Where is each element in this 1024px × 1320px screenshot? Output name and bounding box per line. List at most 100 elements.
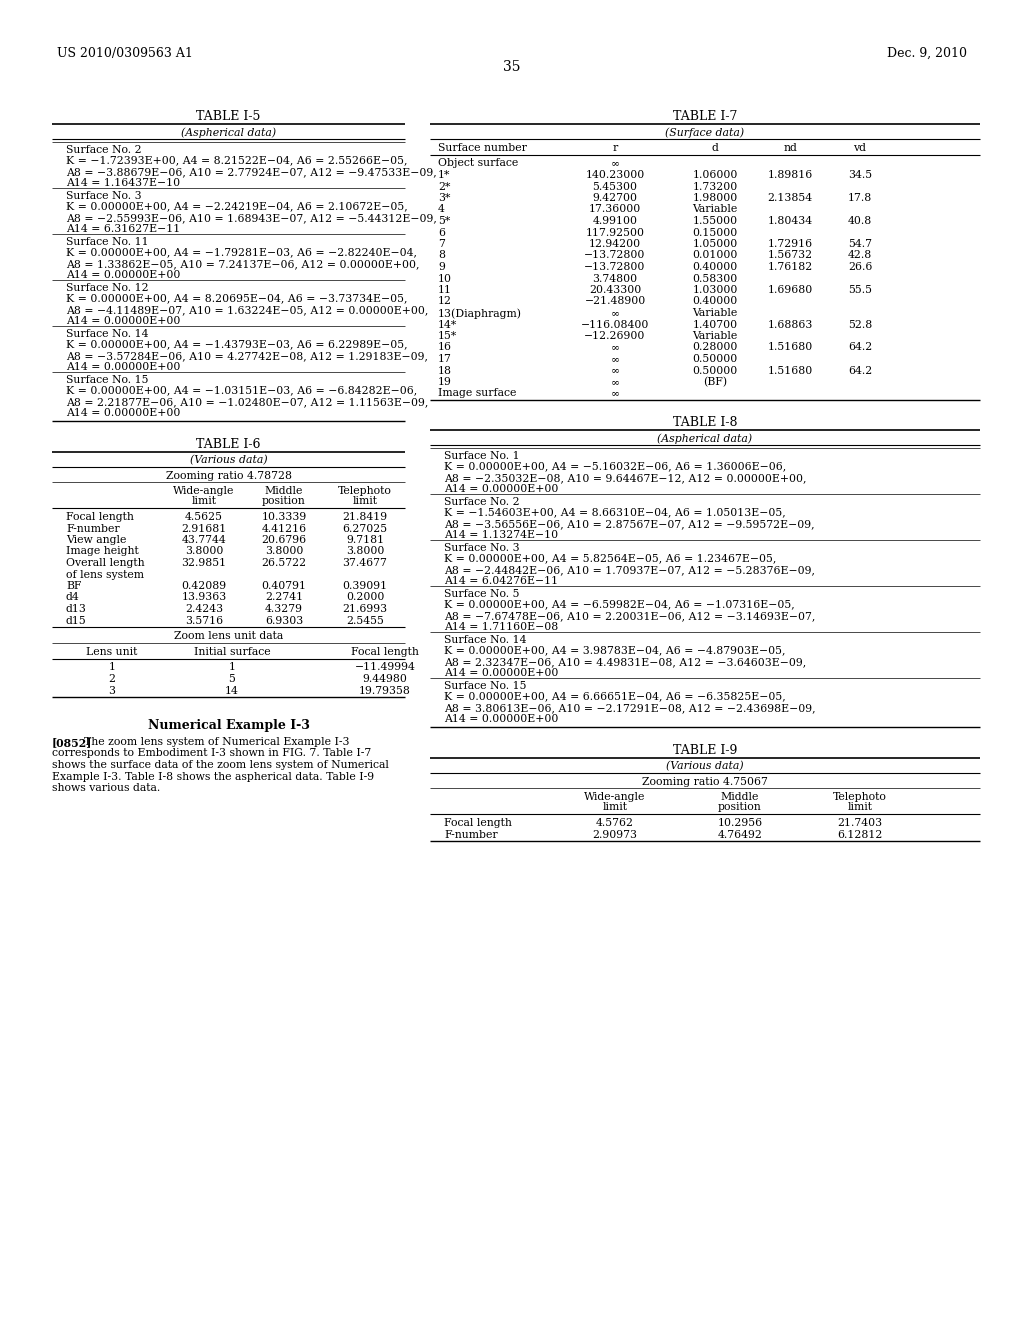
Text: A8 = 2.21877E−06, A10 = −1.02480E−07, A12 = 1.11563E−09,: A8 = 2.21877E−06, A10 = −1.02480E−07, A1… xyxy=(66,397,428,407)
Text: A8 = 1.33862E−05, A10 = 7.24137E−06, A12 = 0.00000E+00,: A8 = 1.33862E−05, A10 = 7.24137E−06, A12… xyxy=(66,259,420,269)
Text: 9: 9 xyxy=(438,261,444,272)
Text: 9.42700: 9.42700 xyxy=(593,193,638,203)
Text: 3.8000: 3.8000 xyxy=(184,546,223,557)
Text: 5.45300: 5.45300 xyxy=(593,181,638,191)
Text: Dec. 9, 2010: Dec. 9, 2010 xyxy=(887,48,967,59)
Text: 37.4677: 37.4677 xyxy=(343,558,387,568)
Text: 0.15000: 0.15000 xyxy=(692,227,737,238)
Text: 0.58300: 0.58300 xyxy=(692,273,737,284)
Text: 54.7: 54.7 xyxy=(848,239,872,249)
Text: 1.73200: 1.73200 xyxy=(692,181,737,191)
Text: d4: d4 xyxy=(66,593,80,602)
Text: K = 0.00000E+00, A4 = −1.79281E−03, A6 = −2.82240E−04,: K = 0.00000E+00, A4 = −1.79281E−03, A6 =… xyxy=(66,248,417,257)
Text: 21.7403: 21.7403 xyxy=(838,818,883,828)
Text: TABLE I-9: TABLE I-9 xyxy=(673,744,737,756)
Text: 9.44980: 9.44980 xyxy=(362,675,408,684)
Text: 18: 18 xyxy=(438,366,452,375)
Text: Surface No. 12: Surface No. 12 xyxy=(66,282,148,293)
Text: 6.27025: 6.27025 xyxy=(342,524,387,533)
Text: d: d xyxy=(712,143,719,153)
Text: d15: d15 xyxy=(66,615,87,626)
Text: 5: 5 xyxy=(228,675,236,684)
Text: limit: limit xyxy=(848,803,872,813)
Text: Example I-3. Table I-8 shows the aspherical data. Table I-9: Example I-3. Table I-8 shows the aspheri… xyxy=(52,771,374,781)
Text: View angle: View angle xyxy=(66,535,126,545)
Text: 1*: 1* xyxy=(438,170,451,180)
Text: Telephoto: Telephoto xyxy=(834,792,887,803)
Text: 13(Diaphragm): 13(Diaphragm) xyxy=(438,308,522,318)
Text: 17: 17 xyxy=(438,354,452,364)
Text: limit: limit xyxy=(352,496,378,507)
Text: 10.3339: 10.3339 xyxy=(261,512,306,521)
Text: 26.5722: 26.5722 xyxy=(261,558,306,568)
Text: Surface No. 15: Surface No. 15 xyxy=(66,375,148,385)
Text: 1.69680: 1.69680 xyxy=(767,285,813,294)
Text: 0.50000: 0.50000 xyxy=(692,366,737,375)
Text: A8 = −3.56556E−06, A10 = 2.87567E−07, A12 = −9.59572E−09,: A8 = −3.56556E−06, A10 = 2.87567E−07, A1… xyxy=(444,519,815,529)
Text: 1.05000: 1.05000 xyxy=(692,239,737,249)
Text: 64.2: 64.2 xyxy=(848,366,872,375)
Text: Middle: Middle xyxy=(721,792,759,803)
Text: 34.5: 34.5 xyxy=(848,170,872,180)
Text: (Various data): (Various data) xyxy=(189,455,267,466)
Text: 4.5762: 4.5762 xyxy=(596,818,634,828)
Text: 3.8000: 3.8000 xyxy=(265,546,303,557)
Text: K = −1.72393E+00, A4 = 8.21522E−04, A6 = 2.55266E−05,: K = −1.72393E+00, A4 = 8.21522E−04, A6 =… xyxy=(66,156,408,165)
Text: 3.74800: 3.74800 xyxy=(593,273,638,284)
Text: F-number: F-number xyxy=(444,829,498,840)
Text: −11.49994: −11.49994 xyxy=(354,663,416,672)
Text: 0.2000: 0.2000 xyxy=(346,593,384,602)
Text: A14 = 0.00000E+00: A14 = 0.00000E+00 xyxy=(66,363,180,372)
Text: 1.40700: 1.40700 xyxy=(692,319,737,330)
Text: ∞: ∞ xyxy=(610,378,620,387)
Text: 1: 1 xyxy=(228,663,236,672)
Text: 1.76182: 1.76182 xyxy=(767,261,813,272)
Text: (Surface data): (Surface data) xyxy=(666,127,744,137)
Text: A14 = 0.00000E+00: A14 = 0.00000E+00 xyxy=(66,408,180,418)
Text: 12: 12 xyxy=(438,297,452,306)
Text: K = 0.00000E+00, A4 = 3.98783E−04, A6 = −4.87903E−05,: K = 0.00000E+00, A4 = 3.98783E−04, A6 = … xyxy=(444,645,785,656)
Text: A8 = −2.35032E−08, A10 = 9.64467E−12, A12 = 0.00000E+00,: A8 = −2.35032E−08, A10 = 9.64467E−12, A1… xyxy=(444,473,807,483)
Text: 0.50000: 0.50000 xyxy=(692,354,737,364)
Text: A8 = −2.44842E−06, A10 = 1.70937E−07, A12 = −5.28376E−09,: A8 = −2.44842E−06, A10 = 1.70937E−07, A1… xyxy=(444,565,815,576)
Text: 0.39091: 0.39091 xyxy=(342,581,387,591)
Text: Lens unit: Lens unit xyxy=(86,647,137,657)
Text: 42.8: 42.8 xyxy=(848,251,872,260)
Text: 3.8000: 3.8000 xyxy=(346,546,384,557)
Text: 4: 4 xyxy=(438,205,444,214)
Text: 4.3279: 4.3279 xyxy=(265,605,303,614)
Text: 8: 8 xyxy=(438,251,445,260)
Text: Surface No. 5: Surface No. 5 xyxy=(444,589,519,599)
Text: Surface No. 15: Surface No. 15 xyxy=(444,681,526,690)
Text: Zooming ratio 4.78728: Zooming ratio 4.78728 xyxy=(166,471,292,480)
Text: Image height: Image height xyxy=(66,546,138,557)
Text: shows the surface data of the zoom lens system of Numerical: shows the surface data of the zoom lens … xyxy=(52,760,389,770)
Text: 55.5: 55.5 xyxy=(848,285,872,294)
Text: (Aspherical data): (Aspherical data) xyxy=(181,127,276,137)
Text: Zooming ratio 4.75067: Zooming ratio 4.75067 xyxy=(642,777,768,787)
Text: TABLE I-5: TABLE I-5 xyxy=(197,110,261,123)
Text: Overall length: Overall length xyxy=(66,558,144,568)
Text: ∞: ∞ xyxy=(610,388,620,399)
Text: Initial surface: Initial surface xyxy=(194,647,270,657)
Text: 3.5716: 3.5716 xyxy=(185,615,223,626)
Text: 19.79358: 19.79358 xyxy=(359,685,411,696)
Text: 20.6796: 20.6796 xyxy=(261,535,306,545)
Text: ∞: ∞ xyxy=(610,342,620,352)
Text: 4.5625: 4.5625 xyxy=(185,512,223,521)
Text: The zoom lens system of Numerical Example I-3: The zoom lens system of Numerical Exampl… xyxy=(84,737,349,747)
Text: 10.2956: 10.2956 xyxy=(718,818,763,828)
Text: Surface No. 3: Surface No. 3 xyxy=(444,543,519,553)
Text: A14 = 6.04276E−11: A14 = 6.04276E−11 xyxy=(444,577,558,586)
Text: Telephoto: Telephoto xyxy=(338,486,392,496)
Text: Focal length: Focal length xyxy=(444,818,512,828)
Text: 12.94200: 12.94200 xyxy=(589,239,641,249)
Text: 2.4243: 2.4243 xyxy=(185,605,223,614)
Text: A14 = 0.00000E+00: A14 = 0.00000E+00 xyxy=(444,714,558,725)
Text: 26.6: 26.6 xyxy=(848,261,872,272)
Text: ∞: ∞ xyxy=(610,354,620,364)
Text: 2.90973: 2.90973 xyxy=(593,829,638,840)
Text: Wide-angle: Wide-angle xyxy=(173,486,234,496)
Text: TABLE I-8: TABLE I-8 xyxy=(673,416,737,429)
Text: 1.56732: 1.56732 xyxy=(767,251,813,260)
